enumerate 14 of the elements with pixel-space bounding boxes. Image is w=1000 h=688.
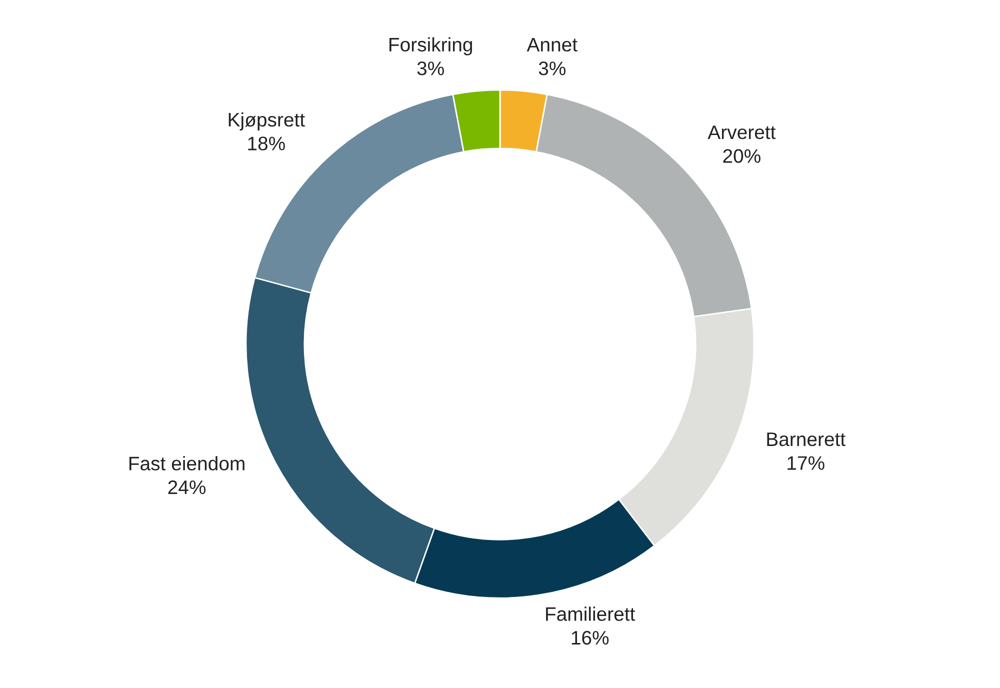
data-label: 18% [248, 136, 285, 150]
data-label: 3% [538, 62, 566, 76]
slice-label: Barnerett [767, 432, 846, 446]
slice-label: Forsikring [390, 37, 472, 56]
slice-label: Kjøpsrett [228, 112, 305, 130]
slice-label: Fast eiendom [129, 456, 244, 470]
data-label: 20% [723, 149, 760, 163]
data-label: 17% [788, 456, 824, 470]
slice-label: Arverett [708, 126, 776, 140]
data-label: 3% [417, 62, 444, 76]
slice-label: Familierett [546, 606, 636, 621]
data-label: 16% [572, 630, 609, 645]
data-label: 24% [168, 480, 206, 494]
slice-label: Annet [526, 38, 578, 52]
